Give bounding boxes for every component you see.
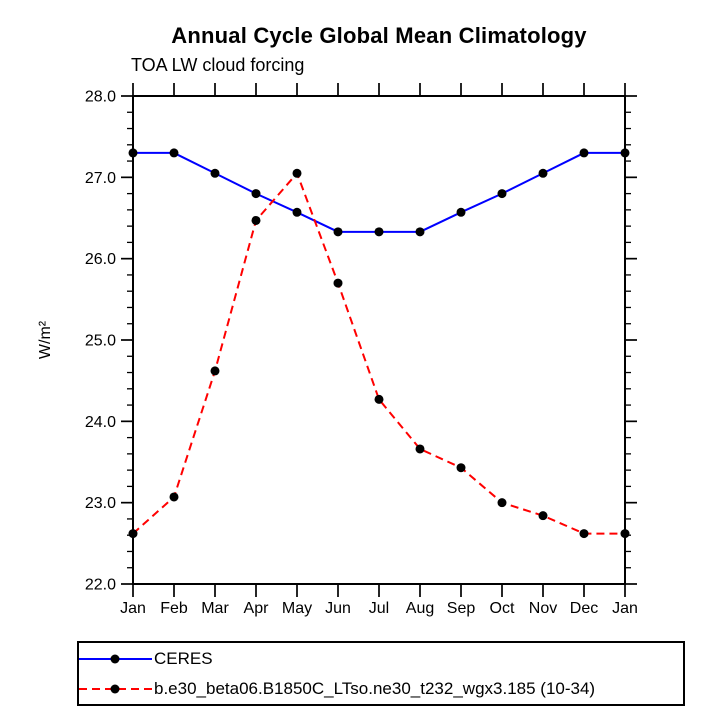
data-point-marker (210, 168, 220, 178)
y-tick-label: 25.0 (85, 333, 116, 350)
y-tick-label: 23.0 (85, 495, 116, 512)
x-tick-label: Jul (369, 600, 389, 617)
series-line-0 (133, 151, 625, 233)
x-tick-label: Feb (160, 600, 188, 617)
legend-sample-line (79, 654, 152, 663)
x-tick-label: Jun (325, 600, 351, 617)
data-point-marker (620, 148, 630, 158)
legend-box: CERES b.e30_beta06.B1850C_LTso.ne30_t232_… (77, 641, 685, 706)
data-point-marker (251, 215, 261, 225)
legend-sample-line (79, 684, 152, 693)
data-point-marker (292, 207, 302, 217)
data-point-marker (374, 227, 384, 237)
series-line-1 (132, 171, 625, 535)
x-tick-label: Apr (244, 600, 270, 617)
legend-row: b.e30_beta06.B1850C_LTso.ne30_t232_wgx3.… (79, 674, 683, 704)
data-point-marker (333, 278, 343, 288)
data-point-marker (579, 529, 589, 539)
data-point-marker (538, 511, 548, 521)
x-tick-label: Jan (612, 600, 638, 617)
chart-title: Annual Cycle Global Mean Climatology (171, 23, 587, 48)
plot-area: Jan Feb Mar Apr May Jun Jul Aug Sep Oct Nov Dec Jan2… (85, 83, 638, 617)
legend-marker-dot (110, 684, 120, 693)
x-tick-label: May (282, 600, 312, 617)
data-point-marker (456, 463, 466, 473)
data-point-marker (333, 227, 343, 237)
data-point-marker (497, 498, 507, 508)
data-point-marker (169, 148, 179, 158)
x-tick-label: Mar (201, 600, 229, 617)
legend-label: b.e30_beta06.B1850C_LTso.ne30_t232_wgx3.… (154, 678, 596, 698)
y-tick-label: 24.0 (85, 414, 116, 431)
data-point-marker (128, 529, 138, 539)
data-point-marker (415, 444, 425, 454)
y-tick-label: 22.0 (85, 577, 116, 594)
y-tick-label: 26.0 (85, 251, 116, 268)
data-point-marker (292, 168, 302, 178)
data-point-marker (374, 394, 384, 404)
data-point-marker (415, 227, 425, 237)
x-tick-label: Oct (490, 600, 515, 617)
legend-marker-dot (110, 654, 120, 663)
data-point-marker (579, 148, 589, 158)
x-tick-label: Jan (120, 600, 146, 617)
legend-label: CERES (154, 648, 213, 668)
data-point-marker (128, 148, 138, 158)
x-tick-label: Aug (406, 600, 434, 617)
plot-frame (132, 95, 626, 585)
data-point-marker (169, 492, 179, 502)
x-tick-label: Nov (529, 600, 557, 617)
data-point-marker (251, 189, 261, 199)
x-tick-label: Sep (447, 600, 476, 617)
data-point-marker (210, 366, 220, 376)
y-tick-label: 27.0 (85, 170, 116, 187)
data-point-marker (456, 207, 466, 217)
data-point-marker (497, 189, 507, 199)
legend-row: CERES (79, 644, 683, 674)
data-point-marker (620, 529, 630, 539)
chart-subtitle: TOA LW cloud forcing (131, 55, 305, 75)
y-tick-label: 28.0 (85, 89, 116, 106)
data-point-marker (538, 168, 548, 178)
x-tick-label: Dec (570, 600, 598, 617)
